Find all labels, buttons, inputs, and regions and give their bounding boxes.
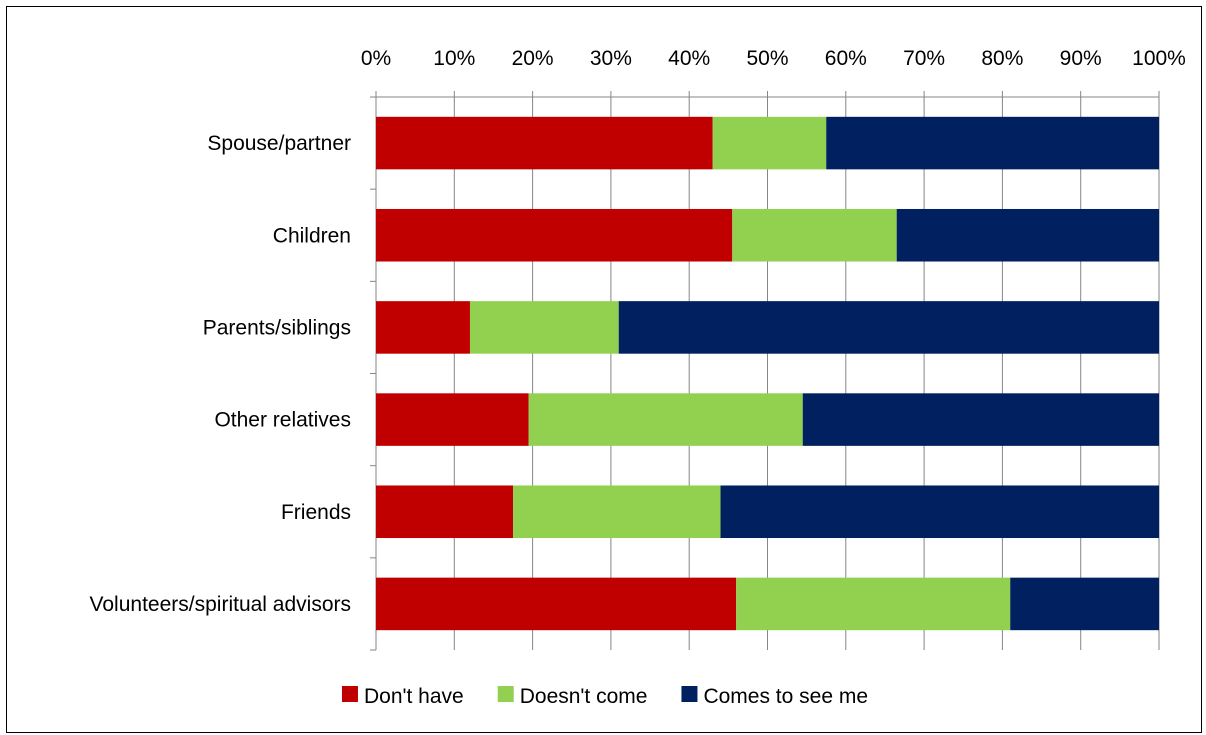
labels: 0% 10% 20% 30% 40% 50% 60% 70% 80% 90% 100% Spouse/… [90, 47, 1186, 616]
x-tick-label: 40% [668, 47, 710, 70]
chart-svg: 0% 10% 20% 30% 40% 50% 60% 70% 80% 90% 100% Spouse/… [90, 47, 1186, 708]
bars [376, 116, 1159, 631]
x-tick-label: 100% [1132, 47, 1186, 70]
legend-swatch [341, 686, 358, 702]
legend-label: Don't have [364, 685, 464, 708]
x-tick-label: 0% [361, 47, 391, 70]
bar-segment [896, 208, 1159, 262]
bar-segment [376, 485, 514, 539]
x-tick-label: 20% [512, 47, 554, 70]
axis [370, 96, 1159, 651]
bar-segment [469, 301, 619, 354]
category-label: Parents/siblings [203, 316, 351, 339]
bar-segment [732, 208, 897, 262]
bar-segment [376, 577, 737, 631]
bar-segment [720, 485, 1159, 539]
bar-segment [1010, 577, 1159, 631]
legend-label: Comes to see me [703, 685, 868, 708]
category-label: Spouse/partner [207, 132, 351, 155]
bar-segment [618, 301, 1159, 354]
bar-segment [513, 485, 721, 539]
x-tick-label: 30% [590, 47, 632, 70]
x-tick-label: 60% [825, 47, 867, 70]
category-label: Volunteers/spiritual advisors [90, 593, 351, 616]
bar-segment [376, 116, 713, 170]
bar-segment [802, 393, 1159, 446]
legend-swatch [681, 686, 698, 702]
bar-segment [712, 116, 827, 170]
x-tick-label: 70% [903, 47, 945, 70]
bar-segment [826, 116, 1159, 170]
category-label: Children [273, 224, 351, 247]
legend-swatch [497, 686, 514, 702]
x-tick-label: 50% [746, 47, 788, 70]
chart-frame: 0% 10% 20% 30% 40% 50% 60% 70% 80% 90% 100% Spouse/… [6, 6, 1202, 733]
x-tick-label: 80% [981, 47, 1023, 70]
category-label: Friends [281, 501, 351, 524]
x-tick-label: 90% [1060, 47, 1102, 70]
legend-label: Doesn't come [520, 685, 648, 708]
category-label: Other relatives [214, 409, 351, 432]
bar-segment [376, 393, 529, 446]
bar-segment [528, 393, 803, 446]
bar-segment [376, 301, 470, 354]
gridlines [375, 91, 1160, 650]
x-tick-label: 10% [433, 47, 475, 70]
legend: Don't have Doesn't come Comes to see me [341, 685, 868, 708]
bar-segment [376, 208, 733, 262]
bar-segment [736, 577, 1011, 631]
